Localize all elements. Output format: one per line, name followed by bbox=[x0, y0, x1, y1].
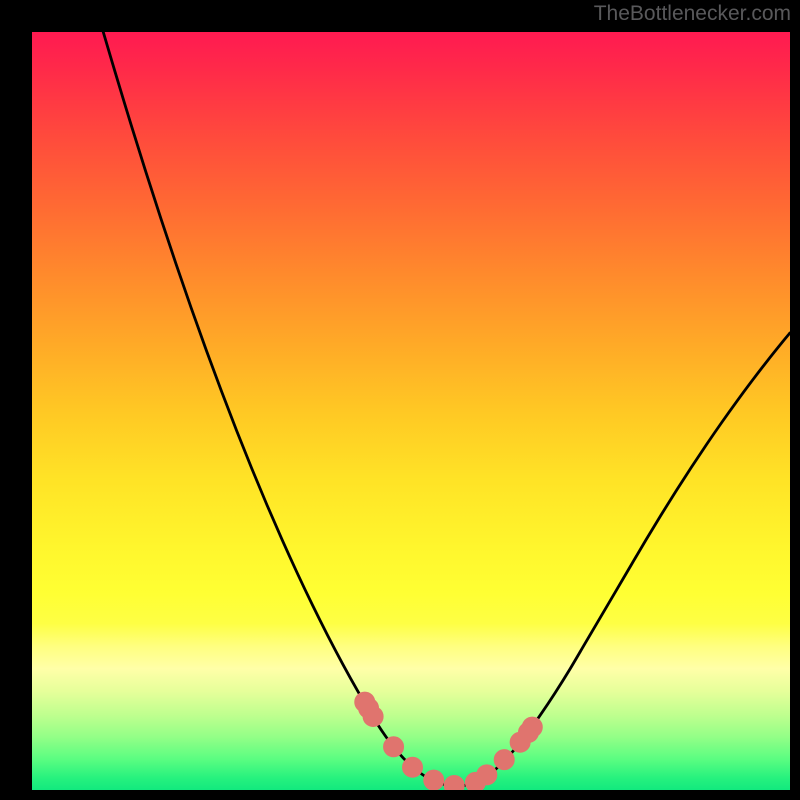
valley-marker bbox=[424, 770, 444, 790]
gradient-background bbox=[32, 32, 790, 790]
valley-marker bbox=[403, 757, 423, 777]
valley-marker bbox=[444, 775, 464, 790]
outer-frame: TheBottlenecker.com bbox=[0, 0, 800, 800]
chart-plot-area bbox=[32, 32, 790, 790]
watermark-text: TheBottlenecker.com bbox=[594, 2, 791, 26]
chart-svg-layer bbox=[32, 32, 790, 790]
floor-band bbox=[32, 788, 790, 790]
valley-marker bbox=[522, 717, 542, 737]
valley-marker bbox=[384, 737, 404, 757]
valley-marker bbox=[363, 706, 383, 726]
valley-marker bbox=[477, 765, 497, 785]
valley-marker bbox=[494, 750, 514, 770]
